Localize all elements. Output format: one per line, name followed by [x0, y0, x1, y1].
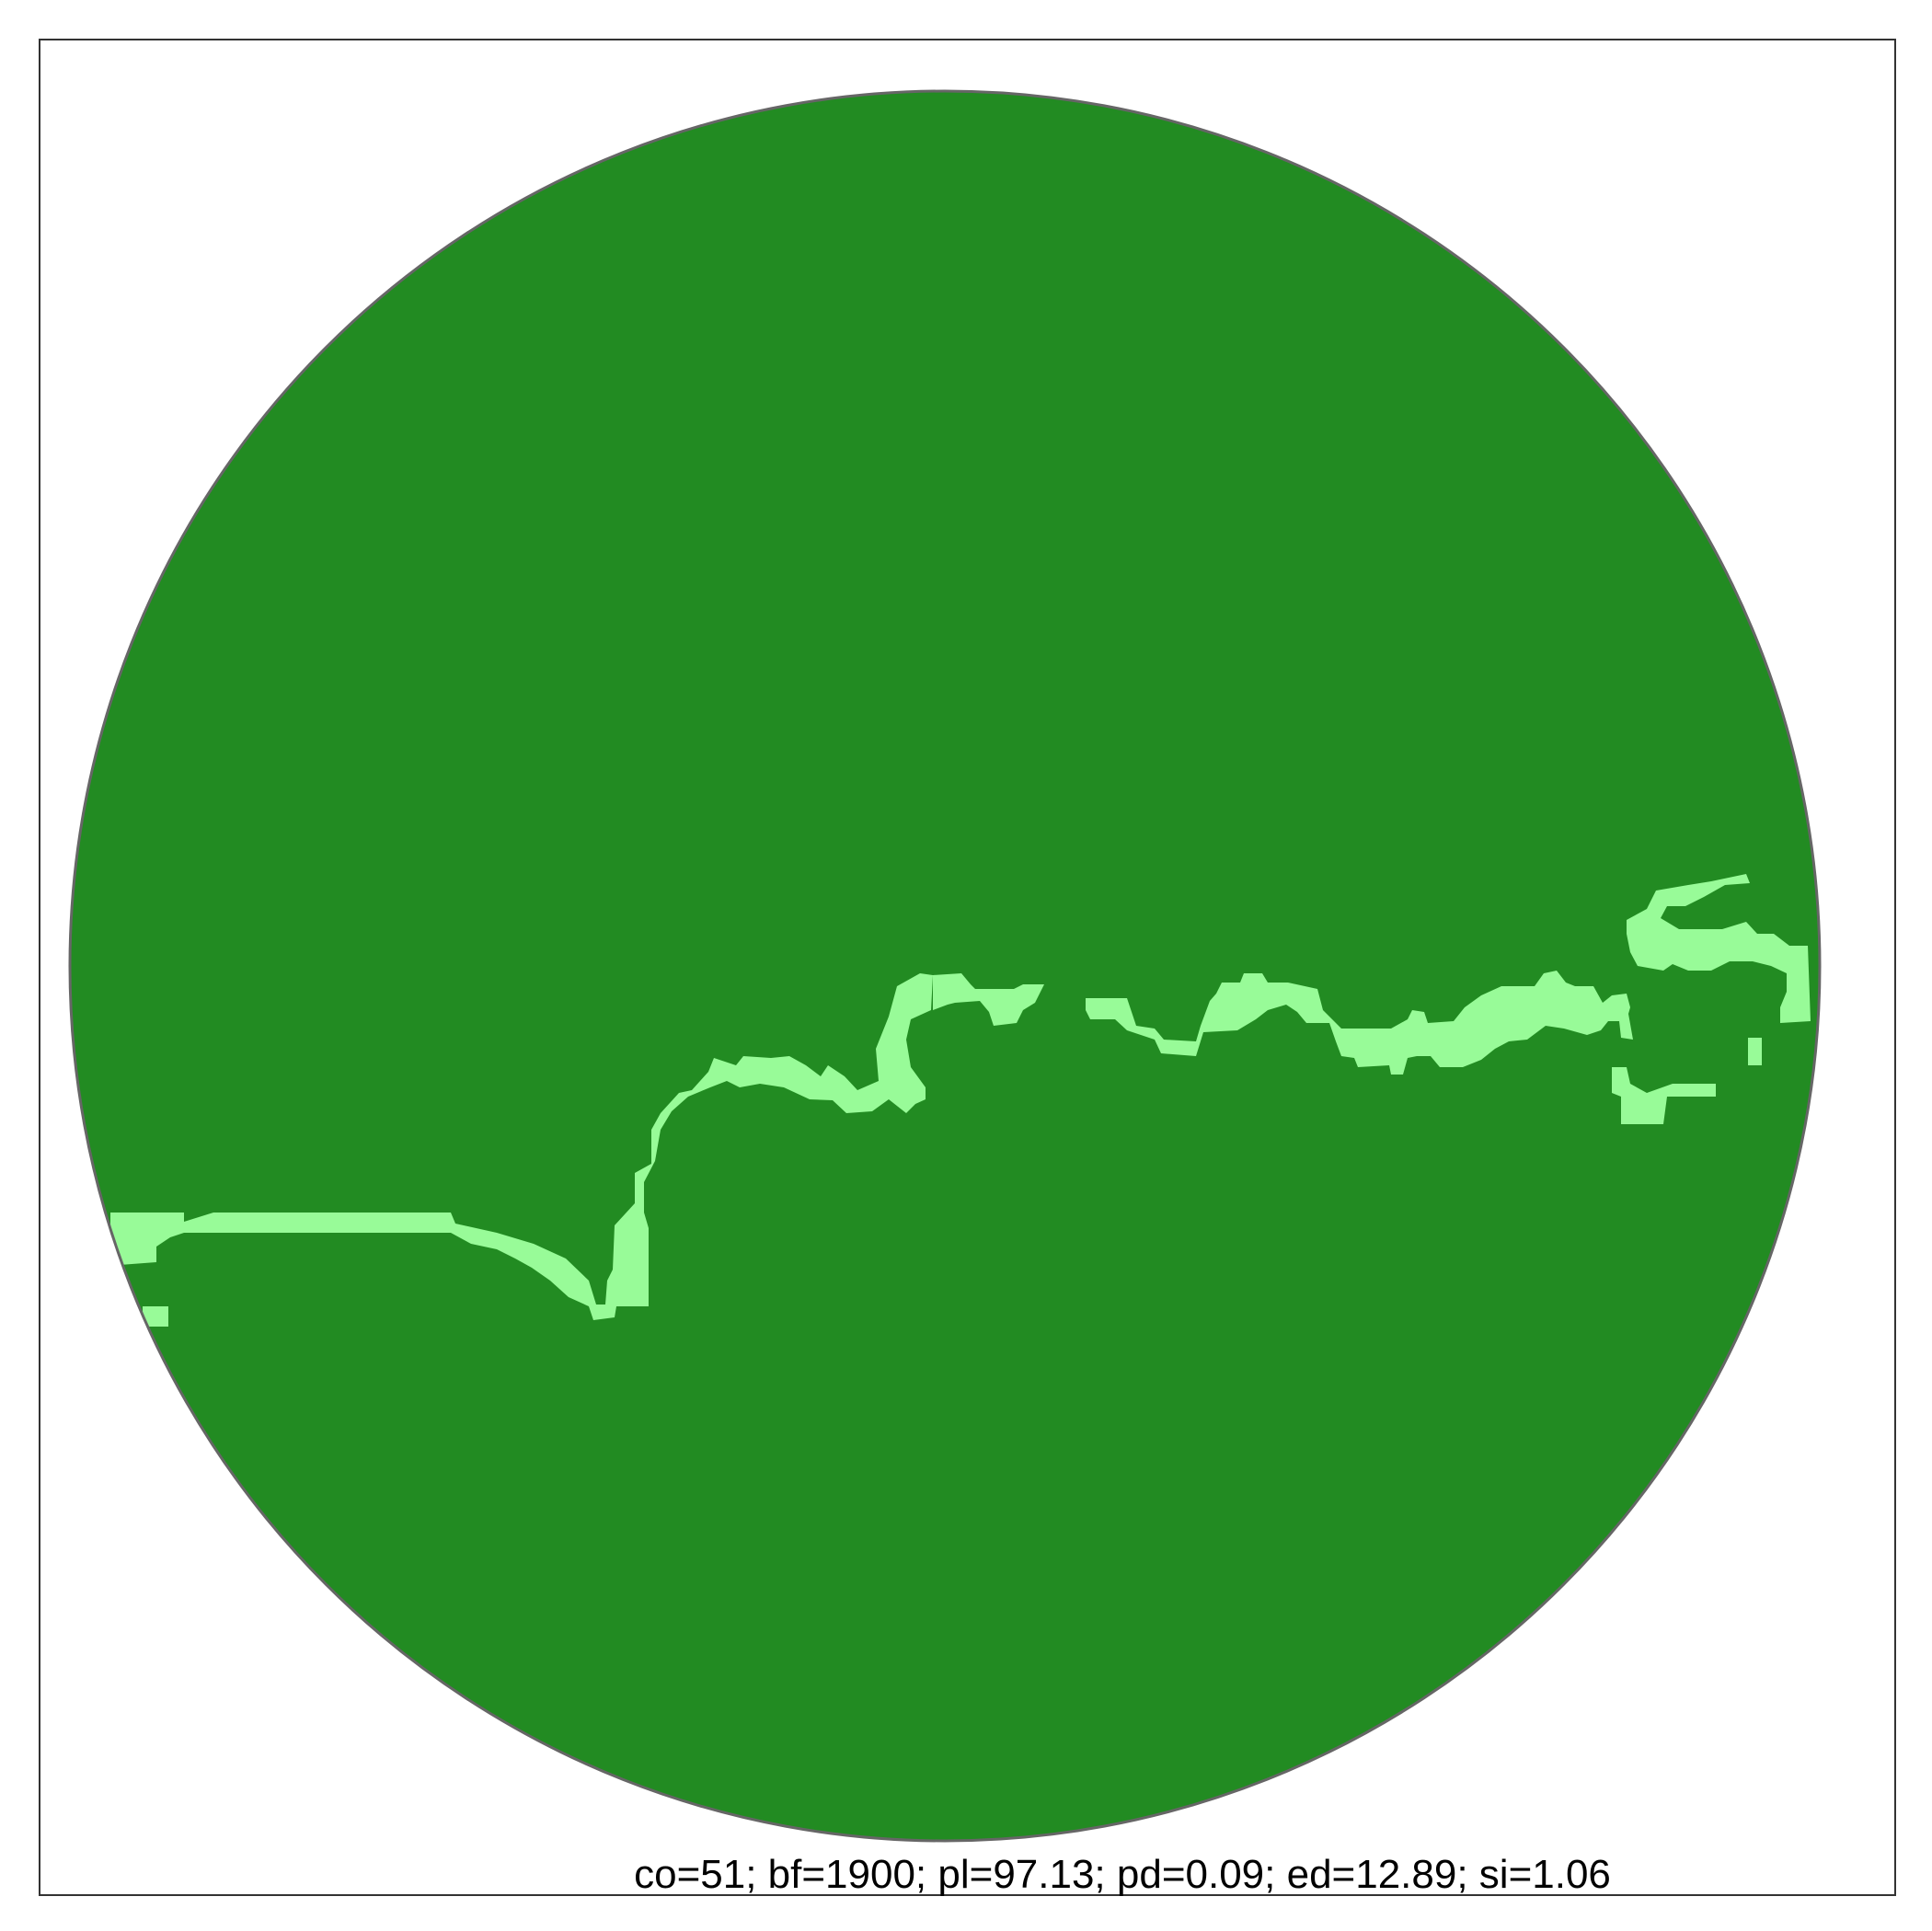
landscape-map: [70, 91, 1820, 1841]
nonforest-band-east: [933, 973, 1044, 1026]
nonforest-patch-east-1: [1627, 874, 1811, 1023]
forest-area: [70, 91, 1820, 1841]
nonforest-patch-east-6: [1612, 1067, 1716, 1124]
figure-caption: co=51; bf=1900; pl=97.13; pd=0.09; ed=12…: [634, 1852, 1611, 1897]
nonforest-patch-west-small: [143, 1306, 168, 1327]
nonforest-patch-east-5: [1748, 1038, 1762, 1065]
nonforest-band-central: [1086, 971, 1633, 1075]
nonforest-band-west: [110, 973, 933, 1320]
landscape-boundary-circle: [68, 89, 1822, 1843]
